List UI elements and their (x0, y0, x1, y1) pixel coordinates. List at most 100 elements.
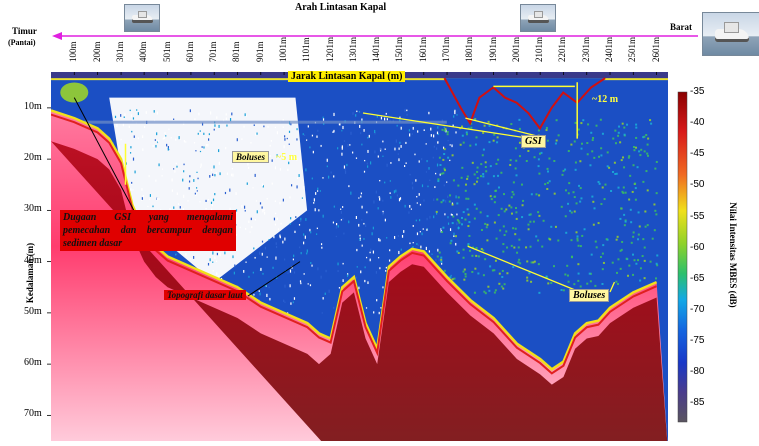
echo-patch (643, 150, 646, 153)
echo-speck (284, 138, 286, 141)
echo-patch (497, 174, 500, 177)
echo-patch (494, 289, 497, 292)
echo-patch (506, 246, 509, 249)
echo-patch (548, 157, 551, 160)
top-tick-label: 100m (68, 41, 79, 62)
echo-patch (496, 136, 499, 139)
echo-patch (484, 292, 487, 295)
echo-speck (365, 307, 368, 309)
echo-patch (622, 156, 625, 159)
echo-patch (615, 142, 618, 145)
echo-patch (577, 244, 580, 247)
boluses-leader-2 (609, 281, 616, 293)
echo-speck (363, 170, 366, 173)
echo-speck (451, 144, 453, 148)
echo-speck (284, 284, 286, 288)
echo-speck (262, 272, 264, 275)
echo-speck (243, 205, 246, 209)
deep-layer (51, 141, 668, 441)
echo-speck (183, 139, 186, 143)
echo-speck (272, 266, 274, 269)
echo-speck (325, 269, 327, 273)
echo-speck (302, 133, 304, 136)
echo-speck (412, 186, 414, 190)
echo-patch (600, 147, 603, 150)
echo-speck (245, 114, 247, 118)
echo-speck (120, 138, 122, 141)
echo-patch (502, 225, 505, 228)
echo-patch (632, 164, 635, 167)
echo-patch (538, 172, 541, 175)
echo-speck (156, 111, 158, 115)
echo-speck (322, 297, 324, 300)
echo-speck (282, 118, 284, 121)
echo-patch (480, 163, 483, 166)
echo-patch (542, 219, 545, 222)
echo-speck (300, 220, 302, 222)
echo-patch (567, 150, 570, 153)
echo-speck (443, 126, 445, 129)
echo-speck (176, 253, 178, 255)
top-tick-label: 2201m (557, 36, 568, 62)
echo-patch (452, 215, 455, 218)
echo-speck (211, 203, 213, 207)
echo-patch (443, 153, 446, 156)
echo-patch (642, 136, 645, 139)
echo-patch (576, 239, 579, 242)
echo-patch (482, 175, 485, 178)
echo-speck (122, 123, 124, 127)
echo-speck (437, 248, 439, 252)
echo-patch (633, 259, 636, 262)
echo-patch (476, 170, 479, 173)
echo-speck (303, 241, 305, 245)
echo-speck (215, 172, 218, 175)
echo-patch (495, 162, 498, 165)
echo-speck (363, 237, 365, 240)
echo-patch (547, 170, 550, 173)
echo-patch (518, 155, 521, 158)
echo-speck (216, 116, 218, 119)
echo-speck (441, 262, 443, 265)
echo-speck (426, 228, 428, 231)
echo-speck (258, 299, 260, 301)
echo-patch (579, 285, 582, 288)
top-tick-label: 1301m (347, 36, 358, 62)
echo-speck (386, 163, 388, 167)
echo-speck (124, 113, 126, 117)
echo-patch (440, 201, 443, 204)
echo-patch (613, 161, 616, 164)
echo-patch (438, 251, 441, 254)
echo-patch (605, 238, 608, 241)
echo-patch (566, 264, 569, 267)
echo-speck (416, 196, 418, 198)
boluses-leader-1 (467, 245, 581, 293)
echo-patch (437, 178, 440, 181)
echo-speck (222, 119, 225, 122)
colorbar-tick-label: -60 (690, 241, 705, 253)
echo-patch (447, 156, 450, 159)
echo-speck (207, 262, 210, 266)
echo-speck (120, 114, 122, 117)
echo-speck (266, 256, 268, 258)
echo-patch (532, 220, 535, 223)
echo-speck (276, 154, 278, 158)
overlay-layer (47, 32, 698, 423)
echo-patch (475, 254, 478, 257)
top-tick-label: 901m (254, 41, 265, 62)
echo-speck (156, 197, 158, 201)
echo-patch (460, 176, 463, 179)
echo-patch (503, 210, 506, 213)
echo-patch (462, 211, 465, 214)
echo-patch (590, 253, 593, 256)
echo-patch (515, 207, 518, 210)
echo-patch (464, 189, 467, 192)
echo-patch (484, 161, 487, 164)
echo-speck (230, 173, 233, 177)
echo-patch (557, 239, 560, 242)
echo-patch (477, 255, 480, 258)
echo-speck (169, 208, 171, 211)
echo-patch (488, 289, 491, 292)
top-tick-label: 400m (138, 41, 149, 62)
echo-speck (453, 235, 455, 238)
echo-patch (632, 235, 635, 238)
